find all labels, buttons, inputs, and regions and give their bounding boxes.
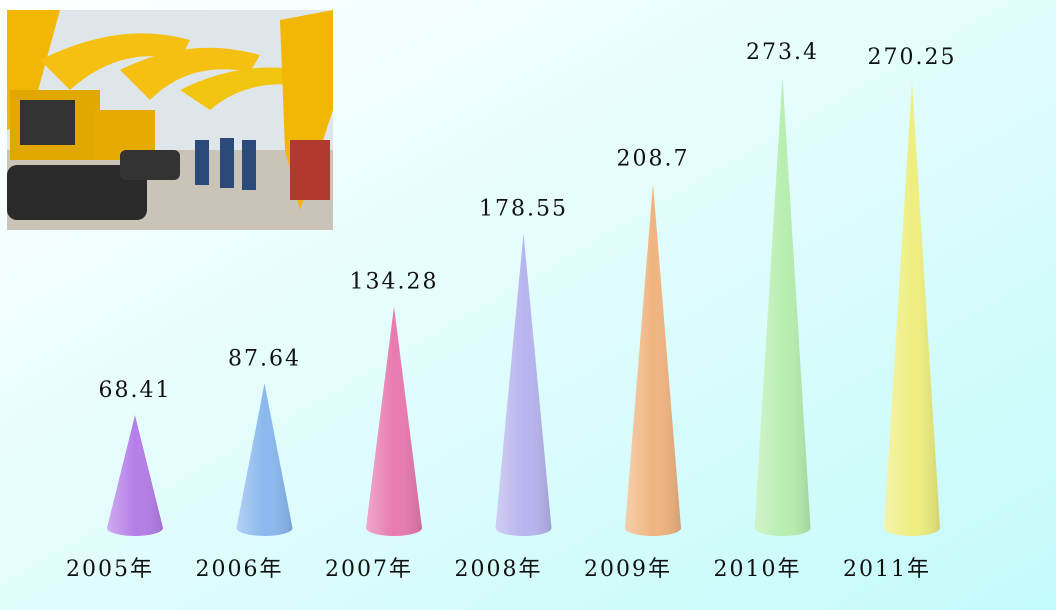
value-label: 134.28 — [350, 269, 439, 294]
x-tick-label: 2008年 — [455, 557, 543, 582]
value-label: 87.64 — [228, 346, 301, 371]
value-label: 273.4 — [746, 40, 819, 65]
x-tick-label: 2009年 — [584, 557, 672, 582]
value-label: 68.41 — [99, 378, 172, 403]
x-tick-label: 2006年 — [196, 557, 284, 582]
value-label: 178.55 — [479, 196, 568, 221]
x-tick-label: 2010年 — [714, 557, 802, 582]
x-tick-label: 2007年 — [325, 557, 413, 582]
photo — [7, 10, 333, 230]
value-label: 208.7 — [617, 147, 690, 172]
x-tick-label: 2005年 — [66, 557, 154, 582]
x-tick-label: 2011年 — [843, 557, 931, 582]
value-label: 270.25 — [868, 45, 957, 70]
